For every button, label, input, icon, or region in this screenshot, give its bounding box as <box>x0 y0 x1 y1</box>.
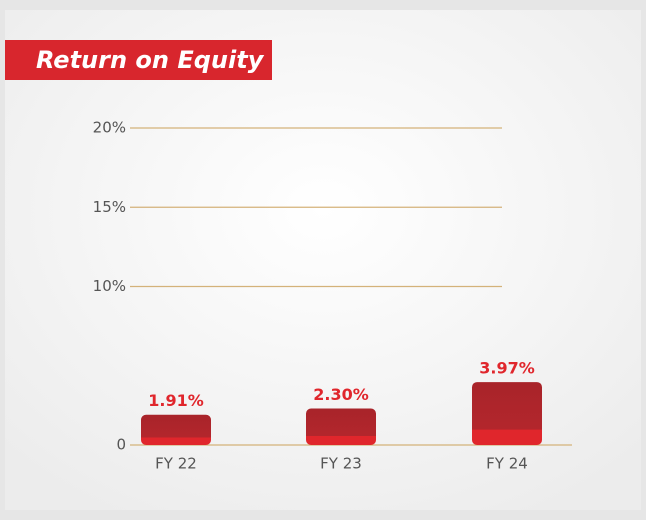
y-tick-label: 15% <box>93 198 126 216</box>
value-label: 3.97% <box>479 359 535 378</box>
value-label: 2.30% <box>313 385 369 404</box>
x-tick-label: FY 24 <box>486 455 528 473</box>
bar <box>141 414 211 445</box>
y-tick-label: 10% <box>93 277 126 295</box>
y-tick-label: 0 <box>116 436 126 454</box>
bar <box>306 408 376 445</box>
bar <box>472 382 542 445</box>
title-banner <box>5 40 272 80</box>
y-tick-label: 20% <box>93 119 126 137</box>
value-label: 1.91% <box>148 391 204 410</box>
x-tick-label: FY 22 <box>155 455 197 473</box>
x-tick-label: FY 23 <box>320 455 362 473</box>
chart-title: Return on Equity <box>36 46 265 74</box>
